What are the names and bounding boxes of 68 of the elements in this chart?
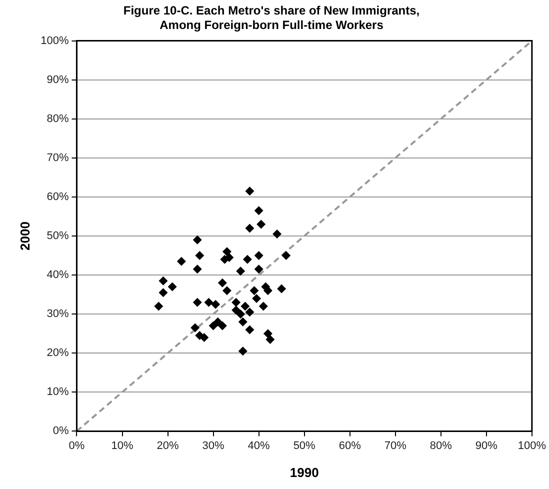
- point: [232, 298, 241, 307]
- point: [200, 333, 209, 342]
- point: [258, 302, 268, 311]
- x-tick-label: 60%: [338, 440, 362, 452]
- point: [222, 247, 232, 256]
- chart-title: Figure 10-C. Each Metro's share of New Immigrants, Among Foreign-born Full-time Workers: [123, 4, 420, 32]
- x-tick-label: 10%: [111, 440, 134, 452]
- x-axis-title: 1990: [290, 464, 319, 480]
- point: [245, 224, 254, 233]
- x-tick-label: 70%: [384, 440, 407, 452]
- point: [254, 206, 264, 216]
- point: [256, 220, 266, 229]
- point: [272, 230, 282, 239]
- x-tick-label: 30%: [202, 440, 225, 452]
- point: [195, 251, 204, 260]
- y-tick-label: 100%: [40, 34, 69, 47]
- point: [158, 288, 168, 298]
- y-tick-label: 0%: [52, 425, 69, 438]
- point: [154, 302, 164, 311]
- point: [254, 264, 264, 274]
- point: [176, 256, 186, 266]
- point: [192, 235, 202, 244]
- point: [245, 308, 254, 317]
- point: [213, 317, 222, 326]
- point: [190, 323, 200, 332]
- point: [238, 317, 248, 326]
- x-tick-label: 80%: [430, 440, 452, 452]
- point: [232, 306, 241, 315]
- point: [282, 251, 291, 260]
- point: [204, 298, 214, 307]
- point: [168, 282, 177, 292]
- point: [158, 276, 168, 286]
- y-tick-label: 70%: [46, 152, 69, 164]
- y-tick-label: 20%: [46, 347, 69, 360]
- x-tick-label: 100%: [518, 440, 546, 452]
- y-tick-label: 10%: [46, 386, 69, 398]
- point: [245, 325, 254, 334]
- point: [252, 294, 262, 303]
- y-tick-label: 50%: [46, 230, 69, 242]
- point: [218, 321, 227, 330]
- point: [236, 266, 246, 276]
- y-tick-label: 80%: [46, 112, 69, 125]
- point: [192, 298, 202, 307]
- point: [250, 286, 259, 296]
- x-tick-label: 0%: [68, 440, 85, 452]
- point: [238, 346, 248, 356]
- point: [240, 302, 250, 311]
- point: [211, 300, 220, 309]
- point: [245, 186, 254, 196]
- y-tick-label: 60%: [46, 190, 69, 203]
- x-tick-label: 40%: [248, 440, 270, 452]
- y-tick-label: 30%: [46, 308, 69, 320]
- point: [254, 251, 264, 260]
- x-tick-label: 20%: [156, 440, 179, 452]
- point: [277, 284, 286, 294]
- x-tick-label: 50%: [293, 440, 316, 452]
- y-tick-label: 90%: [46, 74, 69, 86]
- point: [192, 264, 202, 274]
- point: [242, 254, 252, 264]
- y-axis-title: 2000: [17, 222, 32, 250]
- point: [266, 334, 275, 344]
- point: [236, 310, 246, 319]
- x-tick-label: 90%: [475, 440, 498, 452]
- point: [208, 321, 218, 330]
- point: [218, 278, 227, 288]
- y-tick-label: 40%: [46, 269, 69, 282]
- point: [263, 329, 272, 338]
- point: [222, 286, 232, 296]
